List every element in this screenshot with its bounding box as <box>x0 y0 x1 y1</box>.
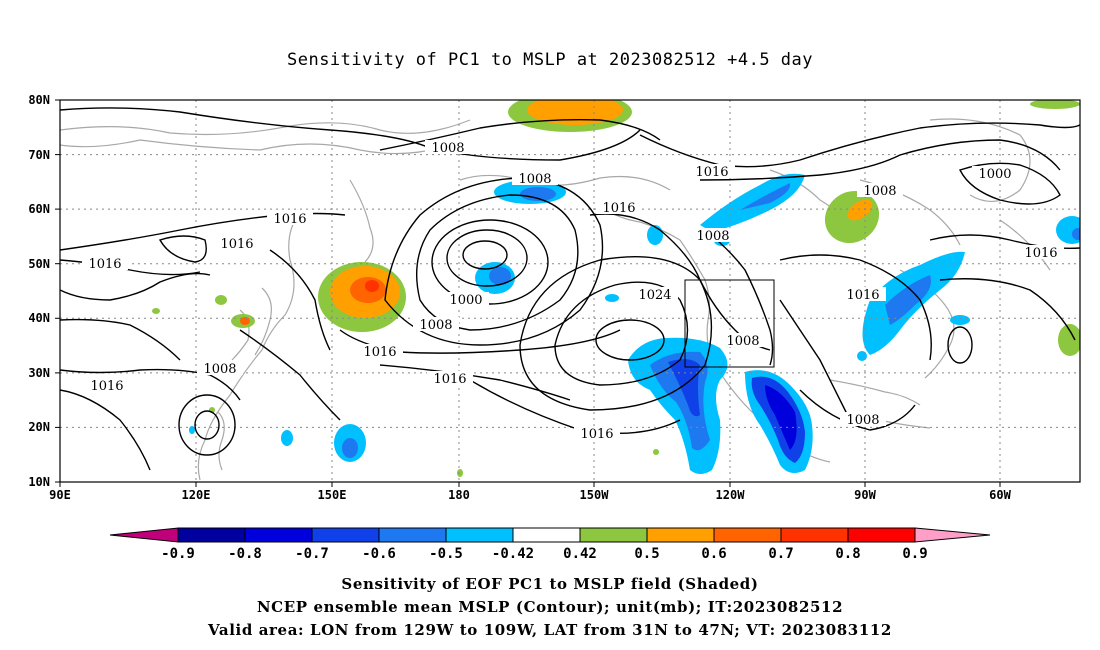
colorbar-label: 0.9 <box>902 546 927 562</box>
colorbar-swatch <box>177 527 246 543</box>
contour-label: 1008 <box>431 141 464 156</box>
lon-label: 120E <box>182 488 211 502</box>
colorbar-label: -0.5 <box>429 546 463 562</box>
lon-label: 120W <box>716 488 746 502</box>
colorbar-label: 0.5 <box>634 546 659 562</box>
map-area: 80N 70N 60N 50N 40N 30N 20N 10N 90E 120E… <box>28 93 1081 502</box>
contour-label: 1008 <box>518 172 551 187</box>
colorbar-label: -0.42 <box>492 546 534 562</box>
contour-label: 1016 <box>363 345 396 360</box>
colorbar-swatch <box>579 527 648 543</box>
lat-label: 50N <box>28 257 50 271</box>
lon-labels: 90E 120E 150E 180 150W 120W 90W 60W <box>49 488 1011 502</box>
colorbar-left-arrow <box>109 527 179 543</box>
lon-label: 150E <box>318 488 347 502</box>
contour-label: 1016 <box>1024 246 1057 261</box>
contour-label: 1008 <box>863 184 896 199</box>
colorbar-label: -0.6 <box>362 546 396 562</box>
colorbar-swatch <box>311 527 380 543</box>
contour-label: 1008 <box>726 334 759 349</box>
valid-area-box <box>684 279 775 368</box>
contour-label: 1016 <box>846 288 879 303</box>
colorbar-label: -0.9 <box>161 546 195 562</box>
axis-ticks <box>55 99 1001 487</box>
lon-label: 90E <box>49 488 71 502</box>
colorbar-label: 0.7 <box>768 546 793 562</box>
lat-labels: 80N 70N 60N 50N 40N 30N 20N 10N <box>28 93 50 489</box>
colorbar-swatch <box>713 527 782 543</box>
colorbar: -0.9 -0.8 -0.7 -0.6 -0.5 -0.42 0.42 0.5 … <box>0 520 1100 570</box>
lon-label: 150W <box>580 488 610 502</box>
contour-label: 1016 <box>88 257 121 272</box>
lat-label: 40N <box>28 311 50 325</box>
contour-label: 1016 <box>580 427 613 442</box>
contour-label: 1016 <box>695 165 728 180</box>
colorbar-swatch <box>646 527 715 543</box>
contour-label: 1000 <box>978 167 1011 182</box>
lon-label: 90W <box>854 488 876 502</box>
colorbar-swatch <box>512 527 581 543</box>
lat-label: 80N <box>28 93 50 107</box>
colorbar-label: -0.7 <box>295 546 329 562</box>
colorbar-right-arrow <box>914 527 991 543</box>
lon-label: 180 <box>448 488 470 502</box>
lon-label: 60W <box>989 488 1011 502</box>
footer-line-valid-area: Valid area: LON from 129W to 109W, LAT f… <box>208 621 892 639</box>
colorbar-label: 0.42 <box>563 546 597 562</box>
contour-label: 1024 <box>638 288 671 303</box>
colorbar-svg: -0.9 -0.8 -0.7 -0.6 -0.5 -0.42 0.42 0.5 … <box>109 527 991 562</box>
contour-label: 1016 <box>90 379 123 394</box>
chart-title: Sensitivity of PC1 to MSLP at 2023082512… <box>286 50 813 70</box>
contour-label: 1016 <box>602 201 635 216</box>
map-svg: 80N 70N 60N 50N 40N 30N 20N 10N 90E 120E… <box>28 93 1081 502</box>
lat-label: 30N <box>28 366 50 380</box>
contour-labels: 1008 1008 1016 1016 1016 1008 1000 1016 … <box>82 140 1064 442</box>
contour-label: 1016 <box>433 372 466 387</box>
footer-line-shaded: Sensitivity of EOF PC1 to MSLP field (Sh… <box>341 575 759 593</box>
footer-line-contour: NCEP ensemble mean MSLP (Contour); unit(… <box>256 598 844 616</box>
contour-label: 1016 <box>220 237 253 252</box>
colorbar-label: 0.6 <box>701 546 726 562</box>
contour-label: 1008 <box>419 318 452 333</box>
map-frame <box>59 99 1081 483</box>
colorbar-swatch <box>378 527 447 543</box>
colorbar-swatch <box>445 527 514 543</box>
contour-label: 1000 <box>449 293 482 308</box>
lat-label: 60N <box>28 202 50 216</box>
colorbar-swatch <box>847 527 916 543</box>
lat-label: 70N <box>28 148 50 162</box>
colorbar-label: -0.8 <box>228 546 262 562</box>
lat-label: 20N <box>28 420 50 434</box>
contour-label: 1008 <box>203 362 236 377</box>
colorbar-labels: -0.9 -0.8 -0.7 -0.6 -0.5 -0.42 0.42 0.5 … <box>161 546 928 562</box>
contour-label: 1016 <box>273 212 306 227</box>
contour-label: 1008 <box>846 413 879 428</box>
lat-label: 10N <box>28 475 50 489</box>
colorbar-label: 0.8 <box>835 546 860 562</box>
colorbar-swatch <box>780 527 849 543</box>
colorbar-swatch <box>244 527 313 543</box>
contour-label: 1008 <box>696 229 729 244</box>
